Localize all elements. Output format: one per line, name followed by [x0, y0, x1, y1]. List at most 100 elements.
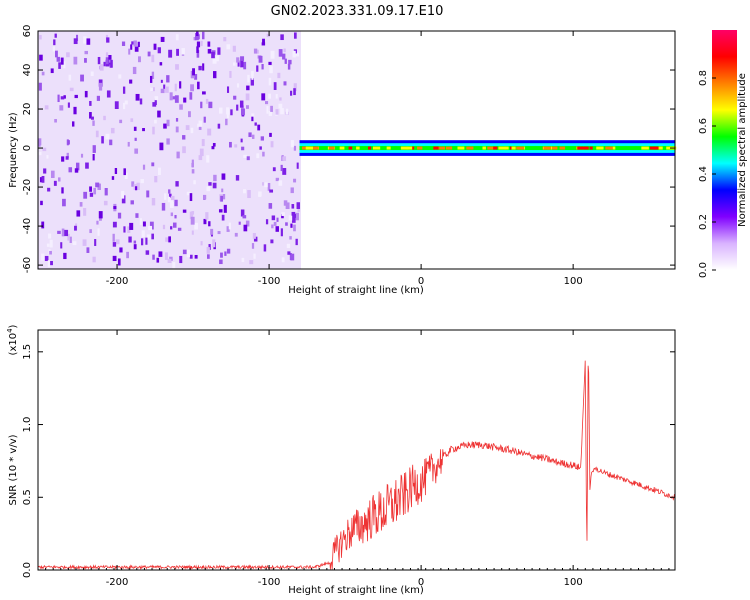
noise-speckle	[280, 228, 283, 237]
noise-speckle	[236, 57, 240, 63]
noise-speckle	[293, 83, 297, 92]
noise-speckle	[200, 40, 203, 47]
noise-speckle	[69, 87, 74, 92]
noise-speckle	[94, 239, 97, 246]
noise-speckle	[217, 47, 221, 55]
snr-scale-suffix: )	[8, 324, 19, 328]
noise-speckle	[271, 224, 274, 229]
noise-speckle	[259, 146, 262, 150]
noise-speckle	[50, 68, 54, 74]
snr-scale-prefix: (x10	[8, 333, 19, 356]
signal-hotspot	[609, 146, 613, 150]
snr-ylabel: SNR (10 * v/v)	[8, 434, 19, 505]
snr-ytick-label: 0.5	[22, 489, 33, 505]
noise-speckle	[130, 118, 134, 122]
signal-hotspot	[356, 146, 360, 150]
noise-speckle	[179, 81, 182, 89]
spectrogram-signal-band	[299, 140, 677, 156]
noise-speckle	[97, 183, 101, 190]
noise-speckle	[112, 242, 117, 247]
noise-speckle	[118, 74, 122, 79]
snr-ytick-label: 1.0	[22, 417, 33, 433]
noise-speckle	[160, 79, 163, 83]
noise-speckle	[257, 124, 261, 131]
noise-speckle	[229, 141, 232, 148]
signal-hotspot	[305, 146, 314, 150]
noise-speckle	[99, 217, 102, 221]
noise-speckle	[194, 73, 198, 80]
noise-speckle	[133, 240, 137, 244]
noise-speckle	[251, 134, 255, 139]
noise-speckle	[268, 203, 273, 209]
noise-speckle	[175, 126, 179, 133]
noise-speckle	[167, 196, 171, 203]
noise-speckle	[282, 156, 287, 161]
noise-speckle	[92, 145, 96, 153]
noise-speckle	[252, 233, 256, 239]
noise-speckle	[296, 162, 299, 169]
noise-speckle	[52, 46, 55, 52]
noise-speckle	[151, 162, 155, 167]
noise-speckle	[238, 221, 241, 225]
snr-xlabel: Height of straight line (km)	[288, 585, 424, 596]
signal-hotspot	[417, 146, 423, 150]
noise-speckle	[198, 65, 202, 71]
noise-speckle	[152, 102, 157, 107]
noise-speckle	[258, 55, 263, 63]
noise-speckle	[146, 190, 150, 198]
noise-speckle	[203, 116, 206, 123]
noise-speckle	[60, 242, 63, 249]
noise-speckle	[273, 221, 277, 226]
snr-ytick-label: 0.0	[22, 562, 33, 578]
signal-hotspot	[543, 146, 552, 150]
noise-speckle	[189, 92, 193, 100]
signal-hotspot	[658, 146, 663, 150]
noise-speckle	[290, 140, 294, 148]
noise-speckle	[197, 123, 200, 128]
noise-speckle	[251, 116, 254, 122]
noise-speckle	[293, 145, 297, 151]
noise-speckle	[270, 50, 275, 59]
signal-hotspot	[406, 146, 413, 150]
noise-speckle	[151, 197, 156, 206]
noise-speckle	[293, 32, 297, 39]
noise-speckle	[293, 224, 296, 232]
colorbar-gradient	[712, 30, 737, 270]
noise-speckle	[84, 58, 87, 63]
noise-speckle	[196, 49, 200, 58]
noise-speckle	[57, 94, 60, 103]
noise-speckle	[83, 208, 87, 216]
noise-speckle	[286, 243, 291, 249]
noise-speckle	[220, 195, 224, 202]
spectrogram-xtick-label: 100	[564, 276, 583, 287]
noise-speckle	[72, 121, 75, 127]
noise-speckle	[106, 90, 111, 98]
noise-speckle	[119, 119, 123, 124]
noise-speckle	[74, 168, 79, 173]
noise-speckle	[99, 64, 104, 71]
signal-hotspot	[433, 146, 439, 150]
noise-speckle	[64, 229, 69, 237]
noise-speckle	[53, 180, 57, 186]
noise-speckle	[295, 52, 300, 57]
noise-speckle	[60, 57, 64, 65]
spectrogram-ytick-label: -20	[22, 179, 33, 195]
noise-speckle	[234, 144, 238, 148]
colorbar: 0.0 0.2 0.4 0.6 0.8 Normalized spectral ampl…	[698, 30, 748, 278]
noise-speckle	[202, 91, 206, 95]
signal-hotspot	[439, 146, 445, 150]
noise-speckle	[176, 151, 180, 159]
noise-speckle	[44, 105, 49, 110]
noise-speckle	[242, 215, 247, 219]
noise-speckle	[109, 139, 113, 146]
spectrogram-xtick-label: 0	[418, 276, 424, 287]
noise-speckle	[136, 182, 140, 190]
noise-speckle	[86, 38, 91, 45]
snr-panel: -200 -100 0 100 0.0 0.5 1.0 1.5 Height of strai…	[6, 324, 676, 596]
noise-speckle	[193, 180, 196, 185]
noise-speckle	[134, 46, 139, 52]
noise-speckle	[215, 55, 219, 62]
noise-speckle	[170, 226, 173, 230]
noise-speckle	[42, 147, 47, 152]
snr-xtick-label: 100	[564, 577, 583, 588]
